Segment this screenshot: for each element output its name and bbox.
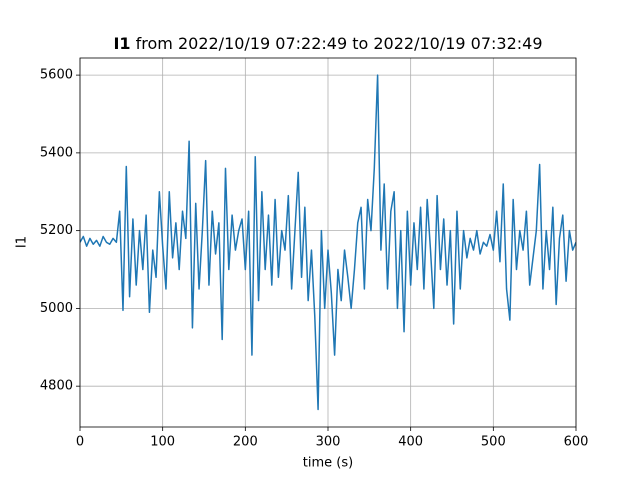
title-text: from 2022/10/19 07:22:49 to 2022/10/19 0… xyxy=(136,34,543,53)
title-bold: I1 xyxy=(113,34,130,53)
y-tick-label: 5600 xyxy=(40,68,73,83)
x-axis-label: time (s) xyxy=(303,456,353,471)
y-tick-label: 5200 xyxy=(40,223,73,238)
x-tick-label: 200 xyxy=(233,435,258,450)
x-tick-label: 100 xyxy=(150,435,175,450)
y-tick-label: 5000 xyxy=(40,301,73,316)
y-tick-label: 5400 xyxy=(40,145,73,160)
x-tick-label: 400 xyxy=(398,435,423,450)
x-tick-label: 300 xyxy=(316,435,341,450)
x-tick-label: 600 xyxy=(564,435,589,450)
data-line xyxy=(80,74,576,411)
chart-title: I1 from 2022/10/19 07:22:49 to 2022/10/1… xyxy=(113,34,542,53)
y-tick-label: 4800 xyxy=(40,379,73,394)
y-axis-label: I1 xyxy=(15,236,30,248)
x-tick-label: 500 xyxy=(481,435,506,450)
x-tick-label: 0 xyxy=(76,435,84,450)
plot-frame xyxy=(79,57,577,428)
